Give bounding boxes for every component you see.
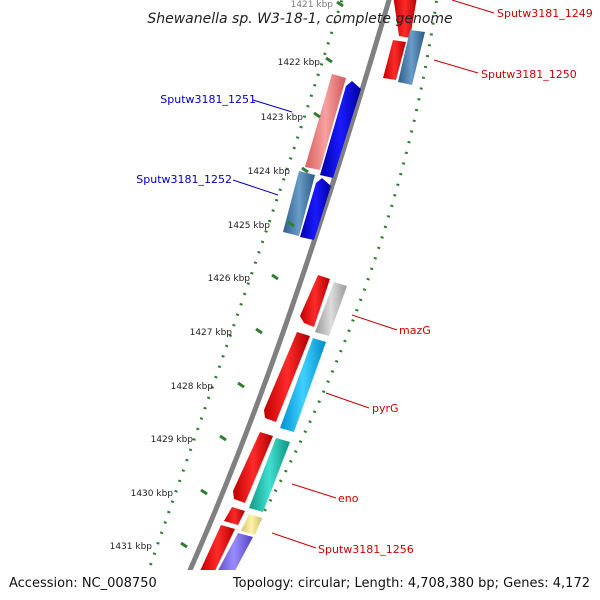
scale-ticks: 1421 kbp 1422 kbp 1423 kbp 1424 kbp 1425 kbp… xyxy=(110,0,344,552)
callout-line xyxy=(252,99,293,113)
tick-label: 1421 kbp xyxy=(291,0,334,10)
gene-label: pyrG xyxy=(372,402,399,415)
tick-mark xyxy=(200,488,208,496)
gene-1252-steel xyxy=(283,171,315,236)
gene-label: Sputw3181_1256 xyxy=(318,543,414,556)
gene-1252 xyxy=(300,178,331,240)
gene-mazg-red xyxy=(300,275,330,327)
callout-line xyxy=(433,59,479,74)
tick-mark xyxy=(325,56,333,64)
tick-mark xyxy=(255,327,263,335)
genome-backbone xyxy=(173,0,392,600)
gene-pyrg-red xyxy=(264,332,310,422)
gene-label: mazG xyxy=(399,324,431,337)
gene-1250-fwd xyxy=(383,40,406,80)
tick-mark xyxy=(336,0,344,8)
gene-1249 xyxy=(393,0,417,38)
tick-mark xyxy=(271,273,279,281)
gene-pyrG xyxy=(280,338,326,432)
tick-mark xyxy=(301,166,309,174)
tick-mark xyxy=(313,111,321,119)
gene-label: eno xyxy=(338,492,359,505)
gene-eno xyxy=(249,438,290,512)
tick-mark xyxy=(180,541,188,549)
callout-line xyxy=(325,392,370,409)
tick-mark xyxy=(219,434,227,442)
tick-label: 1426 kbp xyxy=(208,274,251,284)
map-title: Shewanella sp. W3-18-1, complete genome xyxy=(147,11,452,27)
tick-label: 1431 kbp xyxy=(110,542,153,552)
gene-a-red xyxy=(224,507,245,525)
footer-background xyxy=(0,570,600,600)
tick-label: 1429 kbp xyxy=(151,435,194,445)
gene-label: Sputw3181_1249 xyxy=(497,7,593,20)
gene-label: Sputw3181_1252 xyxy=(136,173,232,186)
callout-line xyxy=(451,0,495,14)
topology-text: Topology: circular; Length: 4,708,380 bp… xyxy=(232,576,590,591)
gene-track xyxy=(194,0,425,600)
tick-label: 1424 kbp xyxy=(248,167,291,177)
accession-text: Accession: NC_008750 xyxy=(9,576,157,591)
tick-mark xyxy=(237,381,245,389)
tick-label: 1423 kbp xyxy=(261,113,304,123)
gene-b-red xyxy=(200,525,235,575)
gene-1251-pink xyxy=(305,74,346,170)
tick-label: 1425 kbp xyxy=(228,221,271,231)
tick-label: 1428 kbp xyxy=(171,382,214,392)
gene-c-purple xyxy=(215,533,253,580)
tick-label: 1422 kbp xyxy=(278,58,321,68)
callout-line xyxy=(351,314,398,331)
callout-line xyxy=(271,532,317,549)
gene-label: Sputw3181_1251 xyxy=(160,93,256,106)
tick-mark xyxy=(287,220,295,228)
callout-line xyxy=(291,483,337,499)
gene-callouts: Sputw3181_1249 Sputw3181_1250 Sputw3181_12… xyxy=(136,0,593,556)
gene-mazG xyxy=(315,282,347,336)
gene-1256 xyxy=(241,514,262,535)
tick-label: 1427 kbp xyxy=(190,328,233,338)
gene-eno-red xyxy=(233,432,273,503)
callout-line xyxy=(232,179,279,196)
tick-label: 1430 kbp xyxy=(131,489,174,499)
gene-1251 xyxy=(320,81,361,178)
gene-label: Sputw3181_1250 xyxy=(481,68,577,81)
gene-1250 xyxy=(398,30,425,85)
